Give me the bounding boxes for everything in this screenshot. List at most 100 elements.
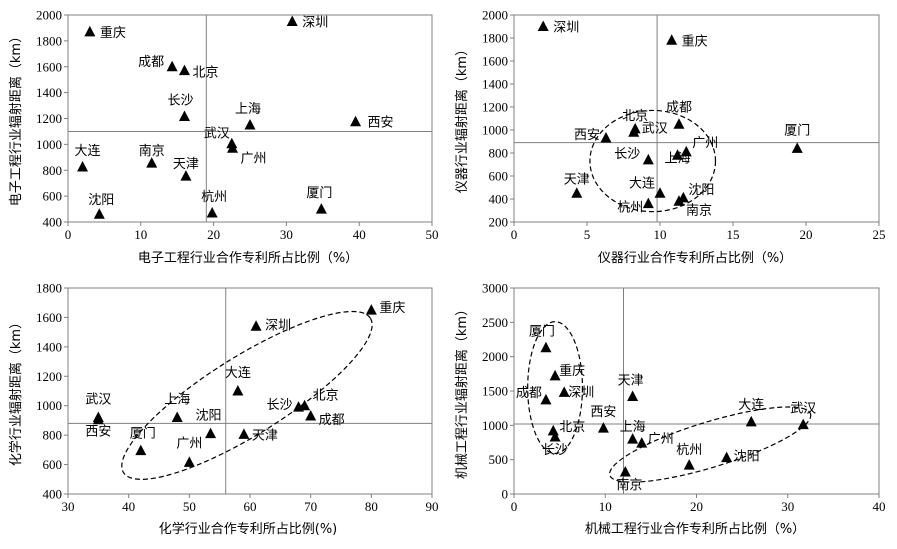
- y-tick-label: 1600: [36, 310, 62, 325]
- data-point-label: 天津: [252, 428, 278, 443]
- data-point-label: 广州: [692, 136, 718, 151]
- y-tick-label: 800: [43, 163, 63, 178]
- x-tick-label: 30: [781, 499, 794, 514]
- data-point-label: 大连: [75, 143, 101, 159]
- data-point-label: 南京: [139, 143, 165, 159]
- data-point-marker: [636, 437, 648, 448]
- data-point-marker: [135, 444, 147, 456]
- data-point-marker: [146, 157, 158, 168]
- data-point-label: 深圳: [568, 385, 594, 400]
- data-point-marker: [597, 422, 609, 433]
- chart-panel-1: 0 10 20 30 40 50 400 600 800 1000 1200 1400 1600 1800…: [8, 8, 439, 267]
- x-tick-label: 50: [426, 227, 439, 242]
- data-point-marker: [227, 142, 239, 153]
- data-point-label: 天津: [173, 157, 199, 172]
- x-tick-label: 90: [426, 499, 439, 514]
- data-point-marker: [642, 197, 654, 209]
- data-point-marker: [627, 433, 639, 444]
- x-tick-label: 20: [690, 499, 703, 514]
- data-point-marker: [205, 427, 217, 439]
- x-tick-label: 30: [280, 227, 293, 242]
- y-tick-label: 3000: [482, 281, 508, 296]
- data-point-label: 武汉: [642, 121, 668, 136]
- data-point-label: 天津: [564, 172, 590, 187]
- x-tick-label: 20: [800, 227, 813, 242]
- data-point-marker: [666, 34, 678, 45]
- data-point-marker: [619, 466, 631, 477]
- x-tick-label: 80: [365, 499, 378, 514]
- data-point-label: 厦门: [529, 325, 555, 340]
- data-point-label: 北京: [192, 66, 218, 81]
- y-tick-label: 600: [43, 457, 63, 472]
- data-point-label: 重庆: [379, 300, 405, 316]
- data-point-label: 西安: [85, 425, 111, 440]
- y-tick-label: 2000: [36, 8, 62, 23]
- data-point-label: 厦门: [130, 427, 156, 442]
- y-tick-label: 1200: [482, 100, 508, 115]
- data-point-label: 重庆: [559, 363, 585, 379]
- x-tick-label: 25: [873, 227, 886, 242]
- y-tick-label: 1800: [482, 31, 508, 46]
- data-point-label: 南京: [616, 477, 642, 493]
- data-point-label: 北京: [559, 420, 585, 435]
- y-tick-label: 1400: [36, 85, 62, 100]
- data-point-marker: [680, 145, 692, 157]
- data-point-label: 广州: [241, 151, 267, 166]
- data-point-label: 深圳: [302, 15, 328, 30]
- data-point-label: 天津: [618, 373, 644, 388]
- data-point-label: 杭州: [201, 190, 227, 205]
- data-point-marker: [293, 401, 305, 412]
- y-tick-label: 1800: [36, 281, 62, 296]
- x-tick-label: 10: [654, 227, 667, 242]
- data-point-marker: [93, 208, 105, 219]
- cluster-ellipse: [589, 109, 717, 213]
- y-tick-label: 1400: [482, 77, 508, 92]
- x-tick-label: 10: [599, 499, 612, 514]
- data-point-label: 长沙: [267, 398, 293, 413]
- data-point-marker: [571, 187, 583, 198]
- y-tick-label: 1000: [482, 418, 508, 433]
- data-point-marker: [654, 187, 666, 198]
- data-point-label: 西安: [574, 128, 600, 143]
- data-point-marker: [549, 369, 561, 381]
- y-tick-label: 2000: [482, 8, 508, 23]
- data-point-label: 重庆: [682, 33, 708, 49]
- data-point-marker: [305, 410, 317, 421]
- x-axis-title: 仪器行业合作专利所占比例（%）: [598, 251, 792, 266]
- data-point-label: 深圳: [553, 21, 579, 36]
- data-point-label: 西安: [368, 116, 394, 131]
- data-point-marker: [791, 142, 803, 153]
- x-tick-label: 40: [353, 227, 366, 242]
- x-tick-label: 10: [134, 227, 147, 242]
- chart-panel-3: 30 40 50 60 70 80 90 400 600 800 1000 1200 1400 1600 1…: [8, 281, 439, 538]
- data-point-label: 厦门: [784, 123, 810, 138]
- x-axis-title: 电子工程行业合作专利所占比例（%）: [138, 251, 358, 266]
- data-point-label: 武汉: [204, 127, 230, 142]
- data-point-label: 成都: [666, 100, 692, 115]
- x-tick-label: 30: [62, 499, 75, 514]
- y-axis-title: 仪器行业辐射距离（km）: [454, 43, 470, 193]
- data-point-label: 深圳: [265, 318, 291, 333]
- data-point-marker: [226, 137, 238, 149]
- data-point-marker: [183, 456, 195, 467]
- data-point-label: 成都: [516, 386, 542, 401]
- y-tick-label: 1800: [36, 33, 62, 48]
- data-point-label: 上海: [620, 420, 646, 435]
- data-point-label: 杭州: [676, 443, 702, 458]
- data-point-label: 南京: [686, 202, 712, 218]
- data-point-marker: [628, 126, 640, 137]
- data-point-label: 沈阳: [688, 183, 714, 198]
- y-tick-label: 1000: [36, 398, 62, 413]
- x-tick-label: 40: [873, 499, 886, 514]
- data-point-label: 重庆: [100, 25, 126, 41]
- y-tick-label: 800: [43, 428, 63, 443]
- y-tick-label: 400: [43, 215, 63, 230]
- data-point-label: 沈阳: [734, 450, 760, 465]
- y-tick-label: 1200: [36, 111, 62, 126]
- x-tick-label: 60: [244, 499, 257, 514]
- x-axis-title: 化学行业合作专利所占比例(%): [159, 521, 338, 537]
- y-tick-label: 1500: [482, 384, 508, 399]
- chart-panel-2: 0 5 10 15 20 25 200 400 600 800 1000 1200 1400 1600 18…: [454, 8, 886, 267]
- plot-frame: [513, 14, 880, 223]
- data-point-label: 上海: [235, 102, 261, 117]
